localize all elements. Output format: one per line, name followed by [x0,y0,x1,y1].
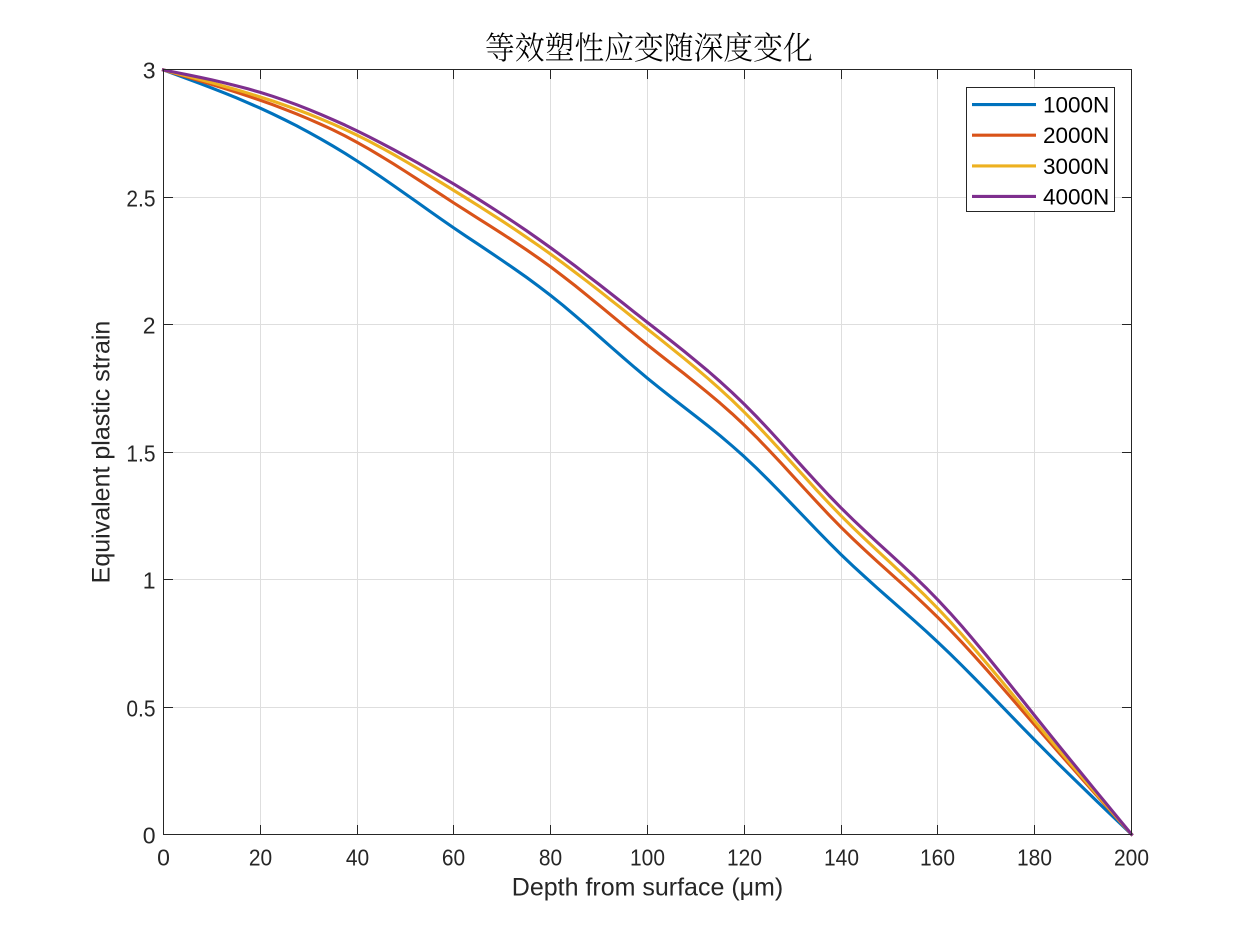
svg-text:1000N: 1000N [1043,93,1109,118]
svg-text:1: 1 [143,568,156,594]
svg-text:4000N: 4000N [1043,184,1109,209]
svg-text:1.5: 1.5 [126,441,155,467]
svg-text:2.5: 2.5 [126,186,155,212]
svg-text:100: 100 [630,845,665,871]
svg-text:180: 180 [1017,845,1052,871]
svg-text:3000N: 3000N [1043,154,1109,179]
svg-text:200: 200 [1114,845,1149,871]
svg-text:120: 120 [727,845,762,871]
svg-text:Equivalent plastic strain: Equivalent plastic strain [88,321,116,584]
svg-text:0: 0 [143,823,156,849]
svg-text:40: 40 [346,845,369,871]
svg-text:3: 3 [143,58,156,84]
svg-text:60: 60 [442,845,465,871]
svg-text:Depth from surface (μm): Depth from surface (μm) [512,874,783,902]
svg-text:0.5: 0.5 [126,696,155,722]
svg-text:2: 2 [143,313,156,339]
svg-text:80: 80 [539,845,562,871]
svg-text:0: 0 [157,845,170,871]
svg-text:2000N: 2000N [1043,123,1109,148]
svg-text:20: 20 [249,845,272,871]
svg-text:160: 160 [920,845,955,871]
svg-text:140: 140 [824,845,859,871]
